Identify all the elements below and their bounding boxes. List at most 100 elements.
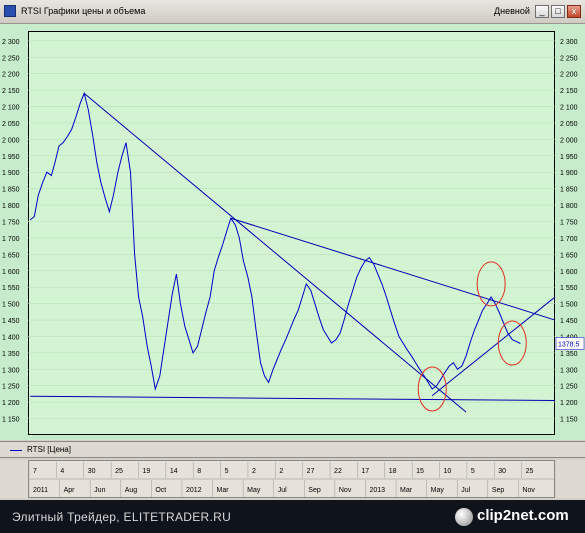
y-tick-label-right: 2 300 <box>560 39 578 46</box>
day-tick-label: 27 <box>307 468 315 475</box>
y-tick-label-left: 1 400 <box>2 334 20 341</box>
y-tick-label-left: 1 700 <box>2 236 20 243</box>
minimize-button[interactable]: _ <box>535 5 549 18</box>
time-axis-right-corner <box>556 460 585 498</box>
y-tick-label-right: 1 950 <box>560 154 578 161</box>
y-tick-label-left: 1 300 <box>2 367 20 374</box>
legend: RTSI [Цена] <box>0 441 585 458</box>
month-tick-label: Oct <box>155 487 166 494</box>
y-tick-label-left: 1 850 <box>2 187 20 194</box>
day-tick-label: 5 <box>471 468 475 475</box>
y-tick-label-right: 1 550 <box>560 285 578 292</box>
price-chart[interactable]: 1 150 1 150 1 200 1 200 1 250 1 250 1 300 1 300… <box>0 0 585 440</box>
month-tick-label: Nov <box>339 487 352 494</box>
y-tick-label-right: 2 250 <box>560 55 578 62</box>
title-bar: RTSI Графики цены и объема Дневной _ □ x <box>0 0 585 24</box>
y-tick-label-right: 1 850 <box>560 187 578 194</box>
day-tick-label: 22 <box>334 468 342 475</box>
y-tick-label-left: 2 150 <box>2 88 20 95</box>
y-tick-label-left: 1 950 <box>2 154 20 161</box>
day-tick-label: 30 <box>498 468 506 475</box>
y-tick-label-right: 1 700 <box>560 236 578 243</box>
y-tick-label-left: 1 600 <box>2 269 20 276</box>
y-tick-label-left: 2 100 <box>2 105 20 112</box>
clip2net-logo: clip2net.com <box>477 507 569 524</box>
day-tick-label: 30 <box>88 468 96 475</box>
price-line <box>29 91 521 391</box>
last-price-marker <box>555 337 585 350</box>
month-tick-label: May <box>247 487 261 494</box>
y-tick-label-right: 1 600 <box>560 269 578 276</box>
footer-bar: Элитный Трейдер, ELITETRADER.RU clip2net… <box>0 500 585 533</box>
legend-label: RTSI [Цена] <box>27 445 71 454</box>
legend-line-swatch <box>10 450 22 451</box>
last-price-label: 1378,5 <box>558 342 580 349</box>
y-tick-label-right: 1 650 <box>560 252 578 259</box>
day-tick-label: 5 <box>225 468 229 475</box>
y-tick-label-right: 2 100 <box>560 105 578 112</box>
footer-source: Элитный Трейдер, ELITETRADER.RU <box>12 510 232 524</box>
y-tick-label-left: 1 350 <box>2 351 20 358</box>
y-tick-label-right: 1 350 <box>560 351 578 358</box>
day-tick-label: 25 <box>115 468 123 475</box>
day-tick-label: 19 <box>142 468 150 475</box>
y-tick-label-right: 1 200 <box>560 400 578 407</box>
y-tick-label-left: 2 250 <box>2 55 20 62</box>
y-tick-label-left: 2 300 <box>2 39 20 46</box>
month-tick-label: Jun <box>94 487 105 494</box>
window-title: RTSI Графики цены и объема <box>21 6 146 16</box>
y-tick-label-right: 2 150 <box>560 88 578 95</box>
y-tick-label-right: 1 500 <box>560 302 578 309</box>
highlight-circle <box>417 366 447 412</box>
month-tick-label: Apr <box>64 487 76 494</box>
support-line <box>30 395 556 402</box>
y-tick-label-left: 2 200 <box>2 72 20 79</box>
highlight-circle <box>476 261 506 307</box>
month-tick-label: Mar <box>217 487 230 494</box>
month-tick-label: 2012 <box>186 487 202 494</box>
day-tick-label: 7 <box>33 468 37 475</box>
y-tick-label-left: 1 900 <box>2 170 20 177</box>
y-tick-label-left: 1 650 <box>2 252 20 259</box>
day-tick-label: 17 <box>361 468 369 475</box>
day-tick-label: 10 <box>444 468 452 475</box>
y-tick-label-left: 2 000 <box>2 137 20 144</box>
y-tick-label-left: 1 150 <box>2 417 20 424</box>
month-tick-label: Sep <box>308 487 321 494</box>
y-tick-label-left: 1 500 <box>2 302 20 309</box>
month-tick-label: 2011 <box>33 487 48 494</box>
y-tick-label-right: 2 000 <box>560 137 578 144</box>
y-tick-label-right: 1 450 <box>560 318 578 325</box>
trend-line <box>431 296 556 396</box>
day-tick-label: 18 <box>389 468 397 475</box>
day-tick-label: 4 <box>60 468 64 475</box>
y-tick-label-left: 1 450 <box>2 318 20 325</box>
month-tick-label: May <box>431 487 445 494</box>
y-tick-label-right: 1 900 <box>560 170 578 177</box>
highlight-circle <box>497 320 527 366</box>
day-tick-label: 8 <box>197 468 201 475</box>
y-tick-label-left: 1 750 <box>2 220 20 227</box>
month-tick-label: Mar <box>400 487 413 494</box>
y-tick-label-right: 2 200 <box>560 72 578 79</box>
close-button[interactable]: x <box>567 5 581 18</box>
month-tick-label: Aug <box>125 487 138 494</box>
y-tick-label-right: 1 750 <box>560 220 578 227</box>
month-tick-label: Nov <box>522 487 535 494</box>
clip2net-logo-icon <box>455 508 473 526</box>
month-tick-label: Jul <box>278 487 287 494</box>
day-tick-label: 14 <box>170 468 178 475</box>
y-tick-label-right: 2 050 <box>560 121 578 128</box>
month-tick-label: Jul <box>461 487 470 494</box>
trend-line <box>83 93 467 413</box>
day-tick-label: 2 <box>252 468 256 475</box>
y-tick-label-right: 1 150 <box>560 417 578 424</box>
day-tick-label: 25 <box>526 468 534 475</box>
y-tick-label-left: 1 800 <box>2 203 20 210</box>
y-tick-label-right: 1 800 <box>560 203 578 210</box>
maximize-button[interactable]: □ <box>551 5 565 18</box>
trend-line <box>230 217 556 321</box>
interval-selector[interactable]: Дневной <box>494 6 530 16</box>
month-tick-label: 2013 <box>369 487 385 494</box>
